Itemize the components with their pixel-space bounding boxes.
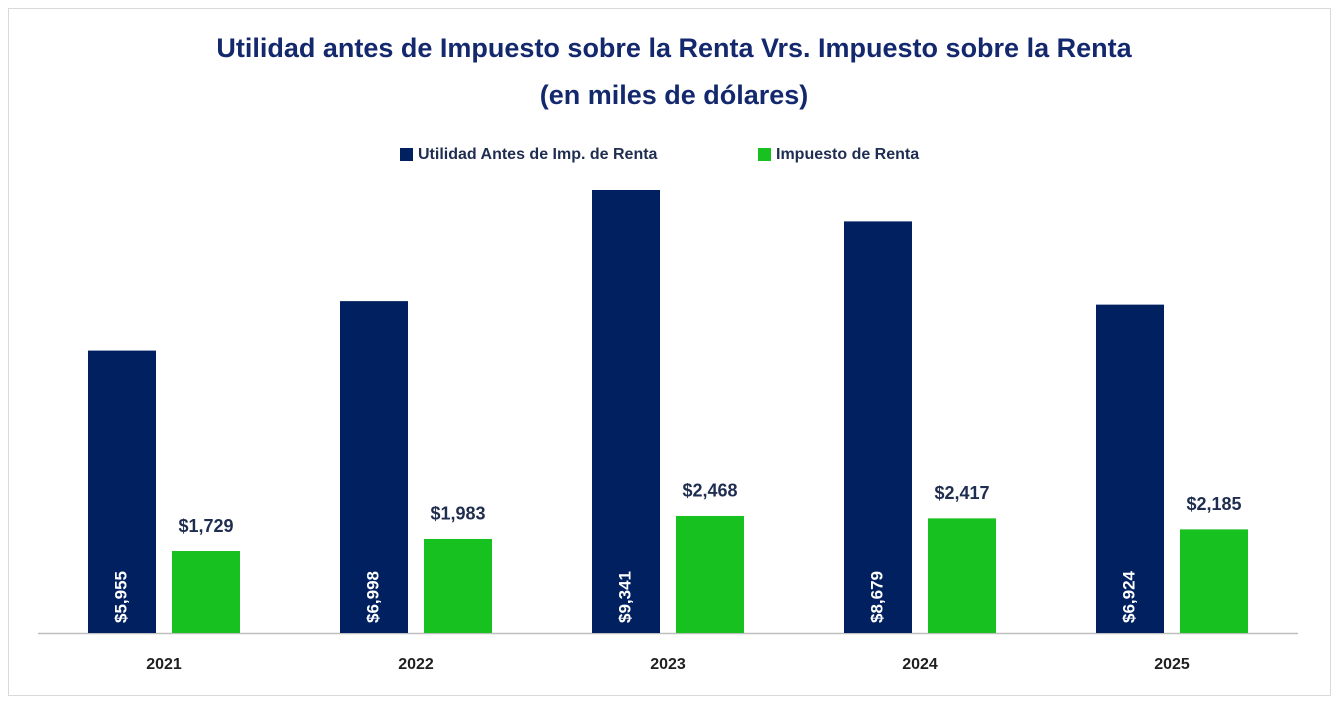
value-label: $6,924 (1119, 570, 1138, 623)
x-tick-label: 2022 (398, 656, 434, 673)
bar (844, 221, 912, 633)
bar (424, 538, 492, 633)
legend-swatch (400, 148, 413, 161)
bar (88, 350, 156, 633)
bar (1180, 529, 1248, 633)
value-label: $8,679 (867, 571, 886, 623)
value-label: $2,185 (1186, 494, 1241, 514)
value-label: $2,468 (682, 481, 737, 501)
chart-subtitle: (en miles de dólares) (540, 80, 809, 110)
x-tick-label: 2021 (146, 656, 182, 673)
bar (172, 551, 240, 633)
value-label: $5,955 (111, 571, 130, 623)
x-tick-label: 2024 (902, 656, 938, 673)
bar (928, 518, 996, 633)
bar (1096, 304, 1164, 633)
legend-swatch (758, 148, 771, 161)
bar (592, 190, 660, 633)
legend-label: Utilidad Antes de Imp. de Renta (418, 146, 658, 163)
value-label: $1,729 (178, 516, 233, 536)
x-tick-label: 2025 (1154, 656, 1190, 673)
value-label: $9,341 (615, 571, 634, 623)
bar (676, 515, 744, 633)
bar (340, 301, 408, 633)
value-label: $6,998 (363, 571, 382, 623)
legend-label: Impuesto de Renta (776, 146, 919, 163)
value-label: $1,983 (430, 504, 485, 524)
chart-title: Utilidad antes de Impuesto sobre la Rent… (216, 33, 1132, 63)
value-label: $2,417 (934, 483, 989, 503)
x-tick-label: 2023 (650, 656, 686, 673)
